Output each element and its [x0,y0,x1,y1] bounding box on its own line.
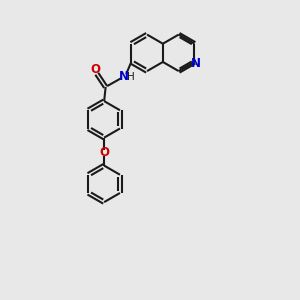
Text: H: H [128,72,135,82]
Text: O: O [91,63,100,76]
Text: O: O [99,146,109,159]
Text: N: N [191,57,201,70]
Text: N: N [119,70,129,83]
